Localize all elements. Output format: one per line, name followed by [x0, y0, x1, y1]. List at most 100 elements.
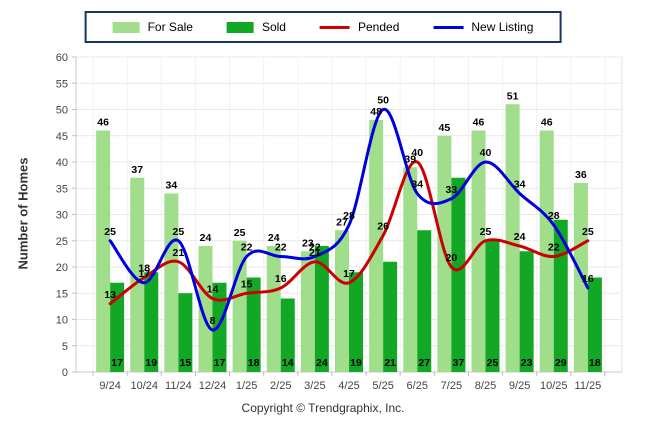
sold-value-label: 23	[521, 357, 533, 369]
sold-value-label: 17	[111, 357, 123, 369]
new-listing-value-label: 40	[480, 147, 492, 159]
legend-item-for-sale: For Sale	[112, 20, 193, 34]
x-tick-label: 9/24	[99, 380, 120, 392]
for-sale-bar	[471, 130, 486, 372]
sold-bar	[144, 272, 159, 372]
sold-value-label: 25	[487, 357, 499, 369]
for-sale-value-label: 24	[200, 232, 212, 244]
for-sale-value-label: 39	[404, 153, 416, 165]
x-tick-label: 10/24	[130, 380, 158, 392]
sold-value-label: 24	[316, 357, 328, 369]
legend: For Sale Sold Pended New Listing	[84, 11, 562, 43]
y-tick-label: 35	[56, 183, 68, 195]
for-sale-value-label: 34	[166, 180, 178, 192]
pended-value-label: 25	[480, 226, 492, 238]
y-tick-label: 50	[56, 105, 68, 117]
sold-bar	[212, 282, 227, 372]
y-tick-label: 15	[56, 288, 68, 300]
new-listing-value-label: 22	[241, 242, 253, 254]
new-listing-value-label: 33	[446, 184, 458, 196]
new-listing-value-label: 28	[343, 210, 355, 222]
new-listing-line-swatch-icon	[433, 25, 464, 29]
for-sale-value-label: 51	[507, 90, 519, 102]
for-sale-value-label: 27	[336, 216, 348, 228]
y-tick-label: 20	[56, 262, 68, 274]
sold-value-label: 15	[180, 357, 192, 369]
new-listing-value-label: 50	[377, 95, 389, 107]
pended-value-label: 24	[514, 231, 526, 243]
for-sale-value-label: 46	[541, 117, 553, 129]
x-tick-label: 10/25	[540, 380, 568, 392]
for-sale-value-label: 46	[97, 117, 109, 129]
x-tick-label: 2/25	[270, 380, 291, 392]
sold-bar	[178, 293, 193, 372]
x-tick-label: 4/25	[338, 380, 359, 392]
new-listing-value-label: 34	[411, 179, 423, 191]
pended-value-label: 15	[241, 278, 253, 290]
y-axis-title: Number of Homes	[15, 157, 31, 270]
sold-bar	[383, 261, 398, 372]
for-sale-bar	[130, 177, 145, 372]
sold-bar	[246, 277, 261, 372]
pended-value-label: 18	[138, 263, 150, 275]
pended-value-label: 17	[343, 268, 355, 280]
sold-bar	[110, 282, 125, 372]
pended-value-label: 21	[173, 247, 185, 259]
x-tick-label: 11/25	[575, 380, 602, 392]
sold-value-label: 21	[384, 357, 396, 369]
pended-line-swatch-icon	[319, 25, 350, 29]
x-tick-label: 5/25	[372, 380, 393, 392]
sold-value-label: 18	[248, 357, 260, 369]
new-listing-line	[108, 108, 590, 332]
new-listing-value-label: 34	[514, 179, 526, 191]
legend-item-pended: Pended	[319, 20, 399, 34]
for-sale-value-label: 48	[370, 106, 382, 118]
sold-bar	[314, 246, 329, 372]
pended-value-label: 20	[446, 252, 458, 264]
pended-value-label: 22	[548, 242, 560, 254]
for-sale-value-label: 45	[439, 122, 451, 134]
sold-bar	[451, 177, 466, 372]
y-tick-label: 30	[56, 210, 68, 222]
for-sale-bar	[96, 130, 111, 372]
y-tick-label: 25	[56, 236, 68, 248]
for-sale-bar	[232, 240, 247, 372]
for-sale-bar	[266, 246, 281, 372]
pended-value-label: 14	[207, 284, 219, 296]
for-sale-value-label: 46	[473, 117, 485, 129]
for-sale-value-label: 37	[131, 164, 143, 176]
sold-value-labels: 17 19 15 17 18 14 24 19 21 27 37 25 23 29 18	[111, 357, 601, 369]
y-tick-label: 60	[56, 52, 68, 64]
new-listing-value-label: 8	[210, 315, 216, 327]
new-listing-value-label: 25	[104, 226, 116, 238]
x-tick-label: 1/25	[236, 380, 257, 392]
pended-value-label: 13	[104, 289, 116, 301]
new-listing-value-label: 16	[582, 273, 594, 285]
sold-value-label: 37	[453, 357, 465, 369]
sold-bar	[553, 219, 568, 372]
y-tick-label: 5	[62, 341, 68, 353]
y-tick-label: 55	[56, 78, 68, 90]
for-sale-bar	[300, 251, 315, 372]
legend-label-sold: Sold	[261, 20, 286, 34]
sold-bar	[417, 230, 432, 372]
pended-value-label: 26	[377, 221, 389, 233]
sold-value-label: 18	[589, 357, 601, 369]
y-tick-label: 40	[56, 157, 68, 169]
x-tick-label: 3/25	[304, 380, 325, 392]
sold-value-label: 19	[350, 357, 362, 369]
y-tick-label: 10	[56, 315, 68, 327]
chart-plot: 0 5 10 15 20 25 30 35 40 45 50 55 60 9/24 10/24 11/24 12…	[56, 52, 623, 392]
sold-value-label: 17	[214, 357, 226, 369]
legend-item-new-listing: New Listing	[433, 20, 533, 34]
sold-value-label: 27	[418, 357, 430, 369]
for-sale-bar	[198, 246, 213, 372]
x-tick-label: 11/24	[165, 380, 192, 392]
for-sale-bars	[96, 104, 588, 372]
x-tick-label: 12/24	[199, 380, 227, 392]
for-sale-swatch-icon	[112, 21, 140, 33]
pended-value-label: 25	[582, 226, 594, 238]
for-sale-value-label: 23	[302, 237, 314, 249]
